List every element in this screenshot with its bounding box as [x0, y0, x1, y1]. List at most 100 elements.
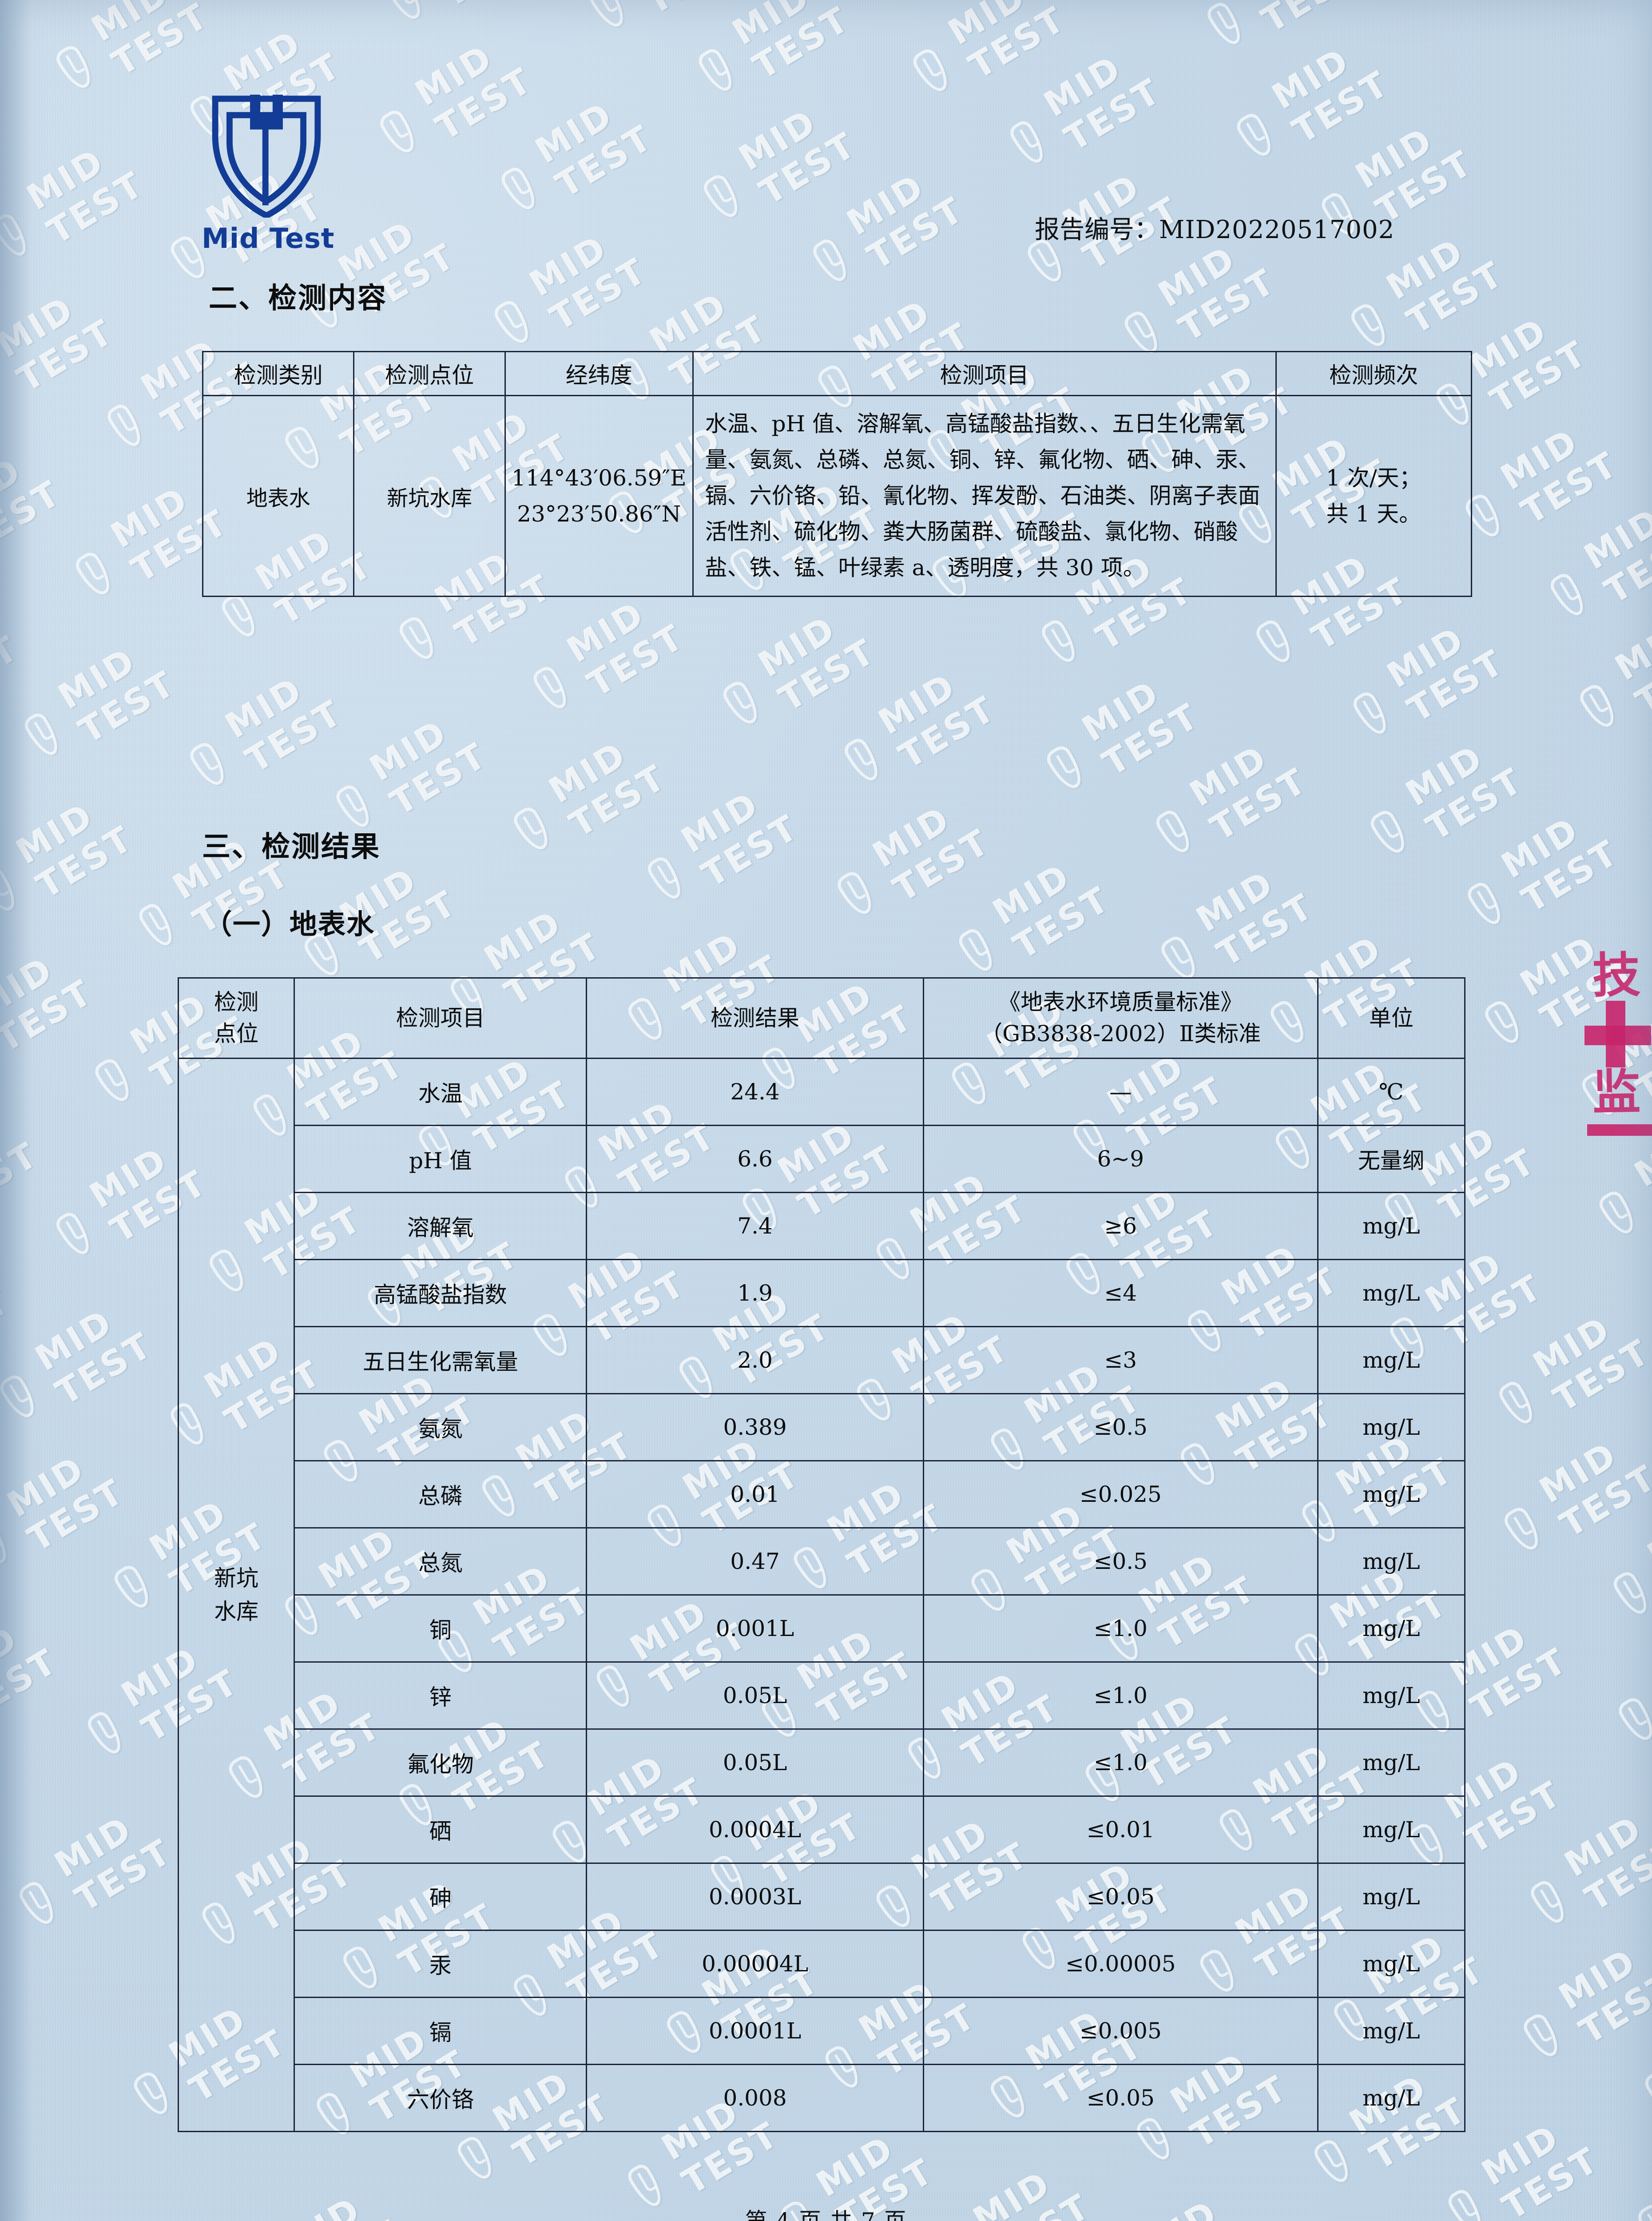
- logo-wordmark: Mid Test: [202, 222, 335, 255]
- table-row: 氟化物 0.05L ≤1.0 mg/L: [179, 1728, 1466, 1797]
- cell-result: 0.0003L: [586, 1863, 924, 1931]
- table-row: 铜 0.001L ≤1.0 mg/L: [179, 1594, 1466, 1663]
- cell-item: 硒: [294, 1795, 588, 1864]
- cell-result: 0.05L: [586, 1661, 924, 1730]
- cell-item: 五日生化需氧量: [294, 1326, 588, 1394]
- cell-item: 锌: [294, 1661, 588, 1730]
- cell-standard: ≤1.0: [922, 1594, 1318, 1663]
- stamp-char-2-fragment: [1584, 1001, 1651, 1068]
- th-unit: 单位: [1317, 977, 1466, 1059]
- cell-unit: mg/L: [1317, 1594, 1466, 1663]
- cell-unit: mg/L: [1317, 1863, 1466, 1931]
- table-row: 锌 0.05L ≤1.0 mg/L: [179, 1661, 1466, 1730]
- coordinate-latitude: 23°23′50.86″N: [517, 501, 681, 527]
- cell-item: pH 值: [294, 1125, 588, 1193]
- company-logo: Mid Test: [200, 84, 351, 255]
- cell-item: 汞: [294, 1930, 588, 1998]
- cell-result: 24.4: [586, 1058, 924, 1126]
- cell-standard: ≤0.05: [922, 2064, 1318, 2132]
- cell-standard: ≤1.0: [922, 1661, 1318, 1730]
- cell-item: 水温: [294, 1058, 588, 1126]
- point-line-2: 水库: [214, 1598, 259, 1624]
- cell-frequency: 1 次/天； 共 1 天。: [1275, 395, 1473, 597]
- cell-item: 镉: [294, 1997, 588, 2065]
- cell-standard: ≤4: [922, 1259, 1318, 1327]
- cell-item: 氟化物: [294, 1728, 588, 1797]
- table-row: 氨氮 0.389 ≤0.5 mg/L: [179, 1393, 1466, 1461]
- cell-item: 总氮: [294, 1527, 588, 1596]
- cell-item: 总磷: [294, 1460, 588, 1528]
- cell-item: 砷: [294, 1863, 588, 1931]
- cell-standard: 6~9: [922, 1125, 1318, 1193]
- point-line-1: 新坑: [214, 1565, 259, 1591]
- table-row: 总氮 0.47 ≤0.5 mg/L: [179, 1527, 1466, 1596]
- cell-standard: ≤0.005: [922, 1997, 1318, 2065]
- cell-item: 六价铬: [294, 2064, 588, 2132]
- cell-result: 6.6: [586, 1125, 924, 1193]
- cell-standard: ≤0.05: [922, 1863, 1318, 1931]
- cell-result: 0.008: [586, 2064, 924, 2132]
- cell-unit: mg/L: [1317, 1259, 1466, 1327]
- cell-item: 高锰酸盐指数: [294, 1259, 588, 1327]
- cell-item: 铜: [294, 1594, 588, 1663]
- inspection-content-table: 检测类别 检测点位 经纬度 检测项目 检测频次 地表水 新坑水库 114°43′…: [202, 351, 1473, 597]
- cell-result: 0.05L: [586, 1728, 924, 1797]
- report-number-value: MID20220517002: [1159, 215, 1395, 244]
- table-row: 新坑 水库 水温 24.4— ℃: [177, 1058, 1466, 2132]
- cell-result: 0.001L: [586, 1594, 924, 1663]
- table-row: 地表水 新坑水库 114°43′06.59″E 23°23′50.86″N 水温…: [202, 395, 1473, 597]
- cell-point: 新坑水库: [353, 395, 506, 597]
- cell-result: 0.0001L: [586, 1997, 924, 2065]
- th-item: 检测项目: [294, 977, 588, 1059]
- cell-unit: mg/L: [1317, 1728, 1466, 1797]
- cell-coordinates: 114°43′06.59″E 23°23′50.86″N: [504, 395, 694, 597]
- th-point: 检测点位: [353, 351, 506, 396]
- section-heading-inspection-content: 二、检测内容: [209, 282, 387, 315]
- page-footer: 第 4 页 共 7 页: [745, 2208, 907, 2221]
- cell-monitoring-point: 新坑 水库: [177, 1058, 295, 2132]
- cell-unit: 无量纲: [1317, 1125, 1466, 1193]
- cell-unit: mg/L: [1317, 1930, 1466, 1998]
- stamp-char-1: 技: [1592, 951, 1641, 1004]
- frequency-line-2: 共 1 天。: [1326, 501, 1422, 527]
- table-row: 总磷 0.01 ≤0.025 mg/L: [179, 1460, 1466, 1528]
- cell-standard: ≤0.5: [922, 1393, 1318, 1461]
- cell-unit: mg/L: [1317, 1997, 1466, 2065]
- frequency-line-1: 1 次/天；: [1326, 465, 1422, 491]
- table-header-row: 检测 点位 检测项目 检测结果 《地表水环境质量标准》 （GB3838-2002）Ⅱ类标准…: [177, 977, 1466, 1059]
- cell-result: 0.01: [586, 1460, 924, 1528]
- cell-result: 0.0004L: [586, 1795, 924, 1864]
- cell-item: 溶解氧: [294, 1192, 588, 1260]
- cell-inspection-items: 水温、pH 值、溶解氧、高锰酸盐指数、、五日生化需氧量、氨氮、总磷、总氮、铜、锌…: [692, 395, 1277, 597]
- subsection-heading-surface-water: （一）地表水: [204, 908, 375, 940]
- table-row: 六价铬 0.008 ≤0.05 mg/L: [179, 2064, 1466, 2132]
- cell-result: 0.47: [586, 1527, 924, 1596]
- table-row: 镉 0.0001L ≤0.005 mg/L: [179, 1997, 1466, 2065]
- cell-result: 1.9: [586, 1259, 924, 1327]
- cell-unit: ℃: [1317, 1058, 1466, 1126]
- cell-unit: mg/L: [1317, 1527, 1466, 1596]
- table-row: 汞 0.00004L ≤0.00005 mg/L: [179, 1930, 1466, 1998]
- cell-result: 2.0: [586, 1326, 924, 1394]
- th-point: 检测点位: [177, 977, 295, 1059]
- cell-standard: ≤0.01: [922, 1795, 1318, 1864]
- table-row: pH 值 6.6 6~9 无量纲: [179, 1125, 1466, 1193]
- table-row: 五日生化需氧量 2.0 ≤3 mg/L: [179, 1326, 1466, 1394]
- cell-unit: mg/L: [1317, 1661, 1466, 1730]
- th-result: 检测结果: [586, 977, 924, 1059]
- cell-standard: ≤0.025: [922, 1460, 1318, 1528]
- cell-result: 7.4: [586, 1192, 924, 1260]
- cell-result: 0.389: [586, 1393, 924, 1461]
- report-number-label: 报告编号：: [1035, 215, 1159, 244]
- table-header-row: 检测类别 检测点位 经纬度 检测项目 检测频次: [202, 351, 1473, 396]
- cell-unit: mg/L: [1317, 1795, 1466, 1864]
- stamp-bar-fragment: [1587, 1124, 1652, 1136]
- cell-standard: ≤1.0: [922, 1728, 1318, 1797]
- table-row: 高锰酸盐指数 1.9 ≤4 mg/L: [179, 1259, 1466, 1327]
- table-row: 溶解氧 7.4 ≥6 mg/L: [179, 1192, 1466, 1260]
- th-coord: 经纬度: [504, 351, 694, 396]
- cell-category: 地表水: [202, 395, 355, 597]
- th-category: 检测类别: [202, 351, 355, 396]
- cell-unit: mg/L: [1317, 2064, 1466, 2132]
- report-number-line: 报告编号：MID20220517002: [1035, 210, 1394, 246]
